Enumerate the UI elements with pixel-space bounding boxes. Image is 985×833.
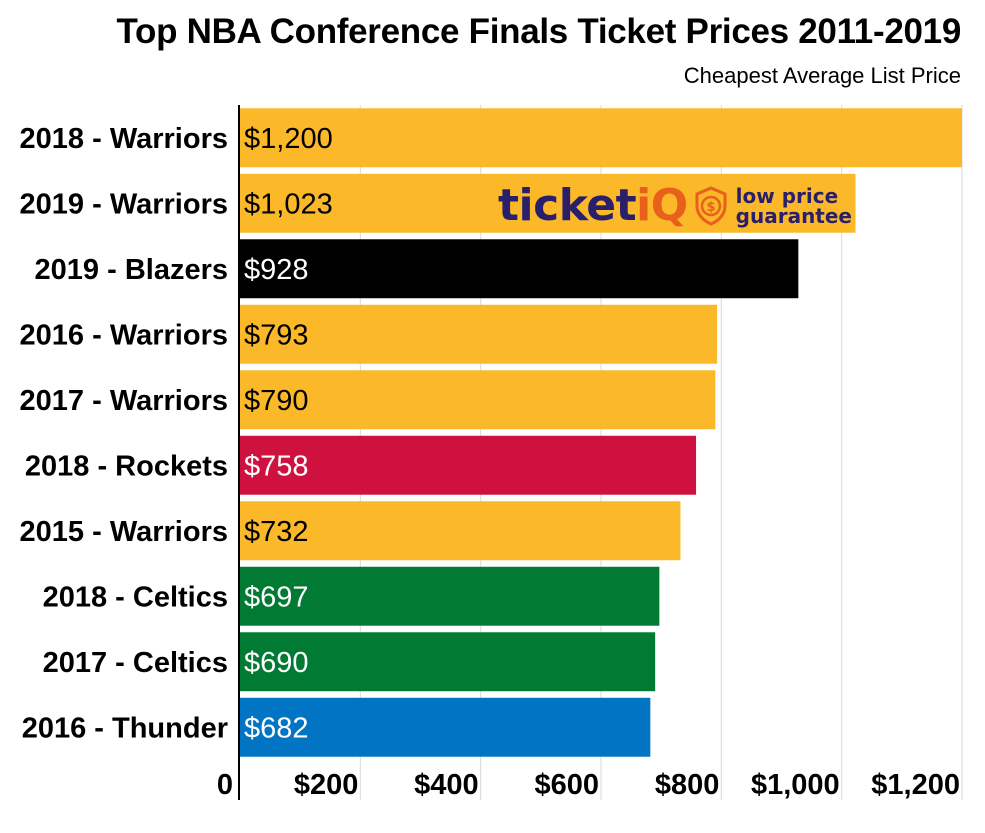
bar [240,239,799,299]
logo-tagline: low price guarantee [735,184,852,228]
bar-value-label: $793 [244,319,309,351]
x-tick-label: $400 [414,769,479,801]
category-label: 2018 - Rockets [25,450,228,482]
bar-value-label: $690 [244,647,309,679]
category-label: 2018 - Warriors [20,123,228,155]
bar-value-label: $1,023 [244,188,333,220]
chart-subtitle: Cheapest Average List Price [683,63,961,88]
x-tick-labels: 0 $200 $400 $600 $800 $1,000 $1,200 [217,769,960,801]
category-label: 2016 - Warriors [20,319,228,351]
bar-value-label: $732 [244,516,309,548]
x-tick-label: $1,000 [751,769,840,801]
category-label: 2019 - Warriors [20,188,228,220]
bar-value-label: $1,200 [244,123,333,155]
category-labels: 2018 - Warriors 2019 - Warriors 2019 - Bla… [20,123,228,745]
bar [240,632,656,692]
shield-dollar-icon: $ [695,186,727,226]
category-label: 2017 - Celtics [43,647,228,679]
bar-value-label: $758 [244,450,309,482]
x-tick-label: $1,200 [871,769,960,801]
bar [240,108,962,168]
bar-value-label: $928 [244,254,309,286]
category-label: 2019 - Blazers [35,254,228,286]
bar-value-label: $682 [244,712,309,744]
logo-wordmark: ticketiQ [498,180,688,231]
x-tick-label: $800 [655,769,720,801]
svg-text:$: $ [706,200,715,215]
x-tick-label: 0 [217,769,233,801]
bar [240,173,856,233]
x-tick-label: $600 [534,769,599,801]
bar [240,566,660,626]
bar [240,435,697,495]
x-tick-label: $200 [294,769,359,801]
bar-value-label: $790 [244,385,309,417]
bars: $1,200 $1,023 $928 $793 $790 $758 $732 $697 $690… [240,108,962,757]
bar [240,501,681,561]
bar [240,370,716,430]
bar [240,304,718,364]
ticketiq-logo: ticketiQ $ low price guarantee [498,178,856,234]
category-label: 2018 - Celtics [43,581,228,613]
category-label: 2016 - Thunder [22,712,228,744]
chart-title: Top NBA Conference Finals Ticket Prices … [116,12,962,51]
category-label: 2015 - Warriors [20,516,228,548]
bar-value-label: $697 [244,581,309,613]
bar [240,697,651,757]
category-label: 2017 - Warriors [20,385,228,417]
